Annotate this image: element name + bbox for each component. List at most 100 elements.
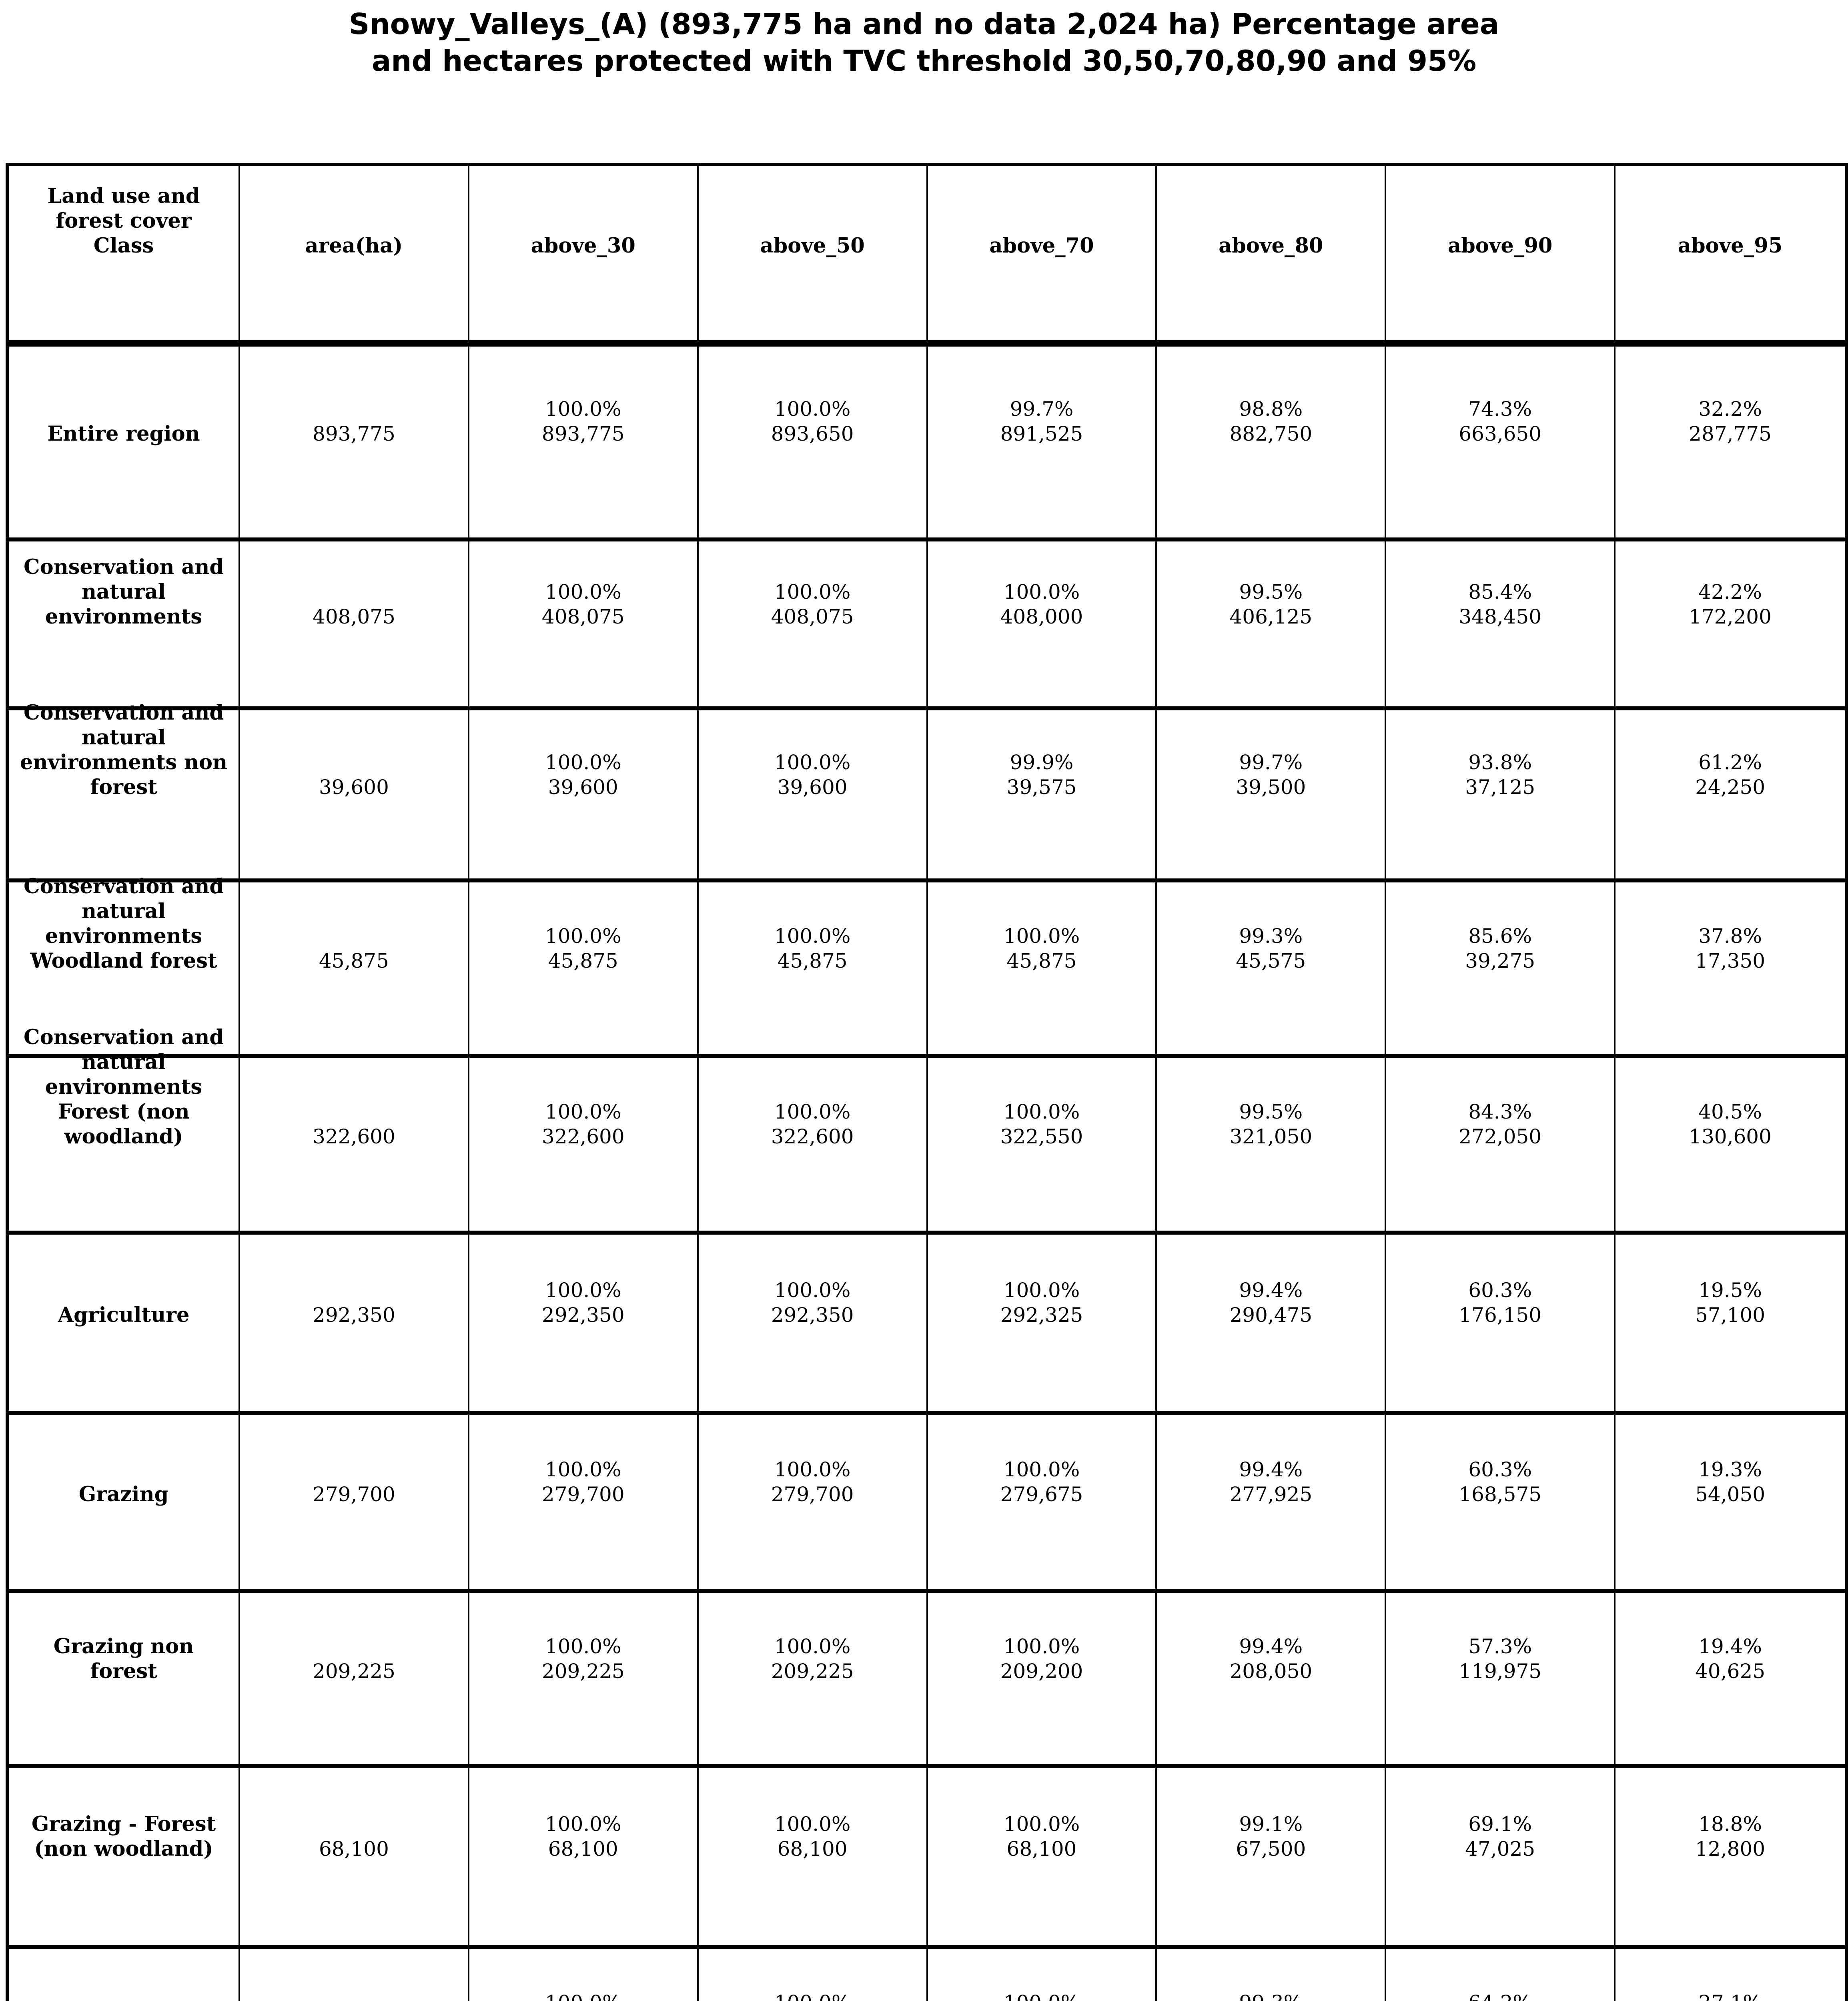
threshold-cell: 93.8% 37,125 (1386, 710, 1616, 882)
threshold-cell: 99.7% 39,500 (1157, 710, 1387, 882)
threshold-values: 100.0% 279,700 (469, 1457, 697, 1507)
hectares-value: 287,775 (1689, 422, 1772, 445)
percent-value: 37.8% (1698, 924, 1762, 948)
percent-value: 42.2% (1698, 580, 1762, 604)
column-header-2: above_30 (469, 166, 699, 347)
table-row-label-cell: Grazing (9, 1415, 240, 1593)
percent-value: 100.0% (1003, 924, 1080, 948)
hectares-value: 290,475 (1229, 1303, 1313, 1327)
threshold-cell: 99.5% 321,050 (1157, 1058, 1387, 1235)
title-line-2: and hectares protected with TVC threshol… (371, 44, 1477, 78)
column-header-label: above_80 (1219, 233, 1323, 258)
column-header-label: above_95 (1678, 233, 1783, 258)
threshold-cell: 100.0% 322,600 (698, 1058, 928, 1235)
percent-value: 74.3% (1468, 397, 1532, 421)
threshold-values: 100.0% 209,200 (928, 1634, 1156, 1684)
threshold-cell: 100.0% 893,775 (469, 347, 699, 541)
hectares-value: 209,225 (771, 1659, 854, 1683)
percent-value: 100.0% (774, 1100, 851, 1124)
table-row-label-cell: Entire region (9, 347, 240, 541)
threshold-cell: 100.0% 209,225 (469, 1593, 699, 1768)
percent-value: 100.0% (545, 580, 621, 604)
threshold-cell: 100.0% 408,075 (698, 541, 928, 710)
threshold-cell: 61.2% 24,250 (1615, 710, 1845, 882)
threshold-cell: 99.4% 277,925 (1157, 1415, 1387, 1593)
hectares-value: 39,275 (1465, 949, 1535, 972)
threshold-values: 99.5% 406,125 (1157, 579, 1385, 629)
threshold-values: 74.3% 663,650 (1386, 397, 1614, 446)
column-header-1: area(ha) (240, 166, 469, 347)
percent-value: 61.2% (1698, 751, 1762, 774)
hectares-value: 24,250 (1695, 776, 1766, 799)
threshold-values: 100.0% 209,225 (469, 1634, 697, 1684)
hectares-value: 209,225 (541, 1659, 625, 1683)
threshold-values: 100.0% 68,100 (469, 1812, 697, 1861)
table-row-label-cell: Conservation and natural environments no… (9, 701, 240, 882)
threshold-values: 99.9% 39,575 (928, 750, 1156, 800)
area-cell: 279,700 (240, 1415, 469, 1593)
percent-value: 99.3% (1157, 1990, 1385, 2001)
threshold-cell: 57.3% 119,975 (1386, 1593, 1616, 1768)
threshold-values: 100.0% 292,325 (928, 1278, 1156, 1327)
percent-value: 99.9% (1010, 751, 1074, 774)
hectares-value: 292,350 (771, 1303, 854, 1327)
percent-value: 100.0% (545, 1634, 621, 1658)
percent-value: 100.0% (774, 397, 851, 421)
percent-value: 99.3% (1239, 924, 1303, 948)
percent-value: 100.0% (545, 1100, 621, 1124)
threshold-cell: 99.3% 45,575 (1157, 882, 1387, 1058)
threshold-values: 100.0% 68,100 (699, 1812, 926, 1861)
hectares-value: 45,575 (1236, 949, 1306, 972)
percent-value: 100.0% (774, 924, 851, 948)
column-header-label: above_50 (760, 233, 865, 258)
area-cell: 322,600 (240, 1058, 469, 1235)
row-label: Grazing (78, 1482, 169, 1506)
threshold-values: 100.0% 292,350 (469, 1278, 697, 1327)
column-header-label: area(ha) (305, 233, 403, 258)
hectares-value: 292,325 (1000, 1303, 1083, 1327)
hectares-value: 37,125 (1465, 776, 1535, 799)
threshold-values: 100.0% 39,600 (469, 750, 697, 800)
threshold-values: 100.0% 893,650 (699, 397, 926, 446)
hectares-value: 408,075 (541, 605, 625, 629)
hectares-value: 68,100 (777, 1837, 848, 1861)
threshold-values: 32.2% 287,775 (1615, 397, 1845, 446)
threshold-cell: 100.0% 322,550 (928, 1058, 1157, 1235)
percent-value: 100.0% (1003, 1458, 1080, 1481)
percent-value: 60.3% (1468, 1279, 1532, 1302)
threshold-cell: 100.0% 209,200 (928, 1593, 1157, 1768)
threshold-values: 99.4% 208,050 (1157, 1634, 1385, 1684)
threshold-values: 100.0% 45,875 (699, 924, 926, 973)
threshold-values: 99.4% 290,475 (1157, 1278, 1385, 1327)
threshold-values: 42.2% 172,200 (1615, 579, 1845, 629)
threshold-cell: 100.0%10,625 (928, 1949, 1157, 2001)
percent-value: 99.4% (1239, 1279, 1303, 1302)
threshold-cell: 99.9% 39,575 (928, 710, 1157, 882)
threshold-cell: 37.8% 17,350 (1615, 882, 1845, 1058)
threshold-values: 100.0%10,625 (699, 1990, 926, 2001)
threshold-values: 19.4% 40,625 (1615, 1634, 1845, 1684)
threshold-cell: 64.2%6,825 (1386, 1949, 1616, 2001)
threshold-cell: 60.3% 168,575 (1386, 1415, 1616, 1593)
percent-value: 100.0% (545, 924, 621, 948)
threshold-values: 93.8% 37,125 (1386, 750, 1614, 800)
threshold-values: 37.8% 17,350 (1615, 924, 1845, 973)
percent-value: 19.4% (1698, 1634, 1762, 1658)
threshold-cell: 19.4% 40,625 (1615, 1593, 1845, 1768)
threshold-values: 99.7% 891,525 (928, 397, 1156, 446)
threshold-values: 19.5% 57,100 (1615, 1278, 1845, 1327)
column-header-6: above_90 (1386, 166, 1616, 347)
column-header-label: above_70 (989, 233, 1094, 258)
threshold-cell: 100.0% 292,350 (698, 1235, 928, 1415)
hectares-value: 40,625 (1695, 1659, 1766, 1683)
threshold-cell: 40.5% 130,600 (1615, 1058, 1845, 1235)
threshold-cell: 84.3% 272,050 (1386, 1058, 1616, 1235)
hectares-value: 322,600 (771, 1125, 854, 1149)
table-row-label-cell: Cropping (9, 1949, 240, 2001)
threshold-values: 100.0% 408,075 (469, 579, 697, 629)
percent-value: 99.7% (1239, 751, 1303, 774)
threshold-values: 18.8% 12,800 (1615, 1812, 1845, 1861)
percent-value: 100.0% (545, 751, 621, 774)
threshold-cell: 100.0% 408,000 (928, 541, 1157, 710)
threshold-cell: 100.0%10,625 (698, 1949, 928, 2001)
